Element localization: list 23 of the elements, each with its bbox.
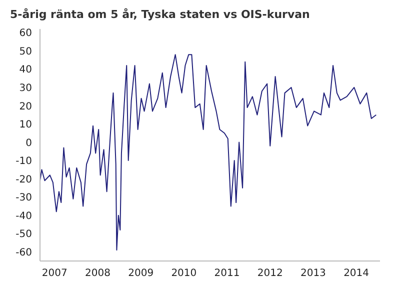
y-tick-label: -30: [16, 192, 32, 204]
x-tick-label: 2011: [214, 268, 240, 280]
line-series: [40, 54, 377, 251]
y-tick-label: -10: [16, 156, 32, 168]
y-tick-label: 0: [26, 138, 32, 149]
x-tick-label: 2009: [128, 268, 154, 280]
x-tick-label: 2012: [257, 268, 283, 280]
x-tick-label: 2010: [171, 268, 197, 280]
y-tick-label: 60: [19, 28, 32, 40]
x-tick-label: 2014: [344, 268, 370, 280]
y-tick-label: -40: [16, 210, 32, 222]
y-tick-label: -50: [16, 229, 32, 240]
x-tick-label: 2007: [42, 268, 68, 280]
y-tick-label: 10: [19, 120, 32, 131]
y-tick-label: 20: [19, 101, 32, 112]
y-tick-label: 50: [19, 46, 32, 58]
x-tick-label: 2008: [85, 268, 110, 280]
y-tick-label: -60: [16, 247, 32, 258]
y-tick-label: -20: [16, 174, 32, 186]
y-tick-label: 30: [19, 83, 32, 94]
y-tick-label: 40: [19, 64, 32, 76]
x-tick-label: 2013: [300, 268, 326, 280]
chart-title: 5-årig ränta om 5 år, Tyska staten vs OIS-kurvan: [10, 8, 311, 21]
